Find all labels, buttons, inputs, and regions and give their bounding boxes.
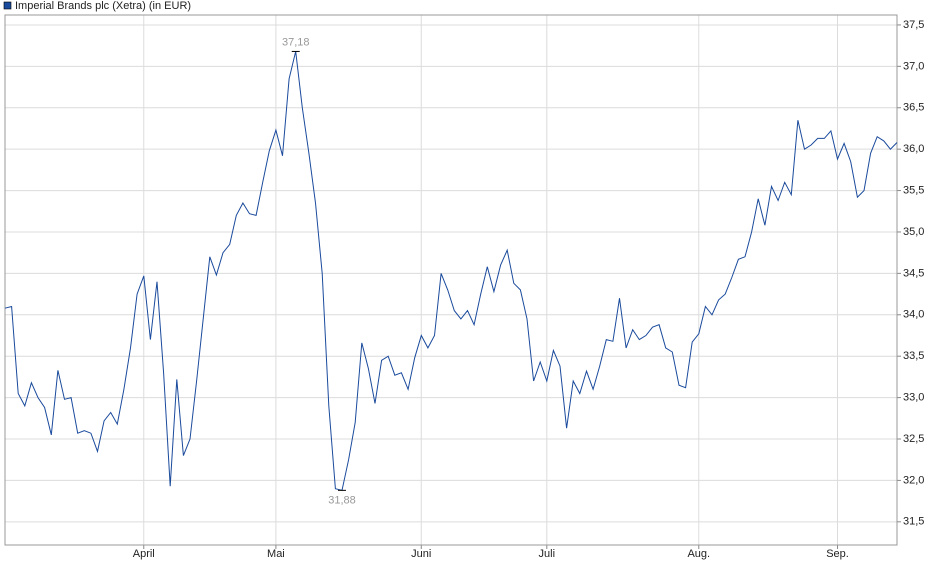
y-tick-label: 32,5 <box>903 433 924 445</box>
y-tick-label: 35,5 <box>903 184 924 196</box>
legend-label: Imperial Brands plc (Xetra) (in EUR) <box>15 0 191 12</box>
extreme-label: 37,18 <box>282 36 310 48</box>
y-tick-label: 32,0 <box>903 474 924 486</box>
y-tick-label: 34,5 <box>903 267 924 279</box>
legend-swatch <box>3 1 12 10</box>
extreme-label: 31,88 <box>328 494 356 506</box>
price-line <box>4 51 898 491</box>
y-tick-label: 37,5 <box>903 19 924 31</box>
plot-frame <box>4 14 898 546</box>
y-tick-label: 33,0 <box>903 392 924 404</box>
x-tick-label: Juli <box>539 548 556 560</box>
x-tick-label: Mai <box>267 548 285 560</box>
x-tick-label: April <box>133 548 155 560</box>
x-tick-label: Sep. <box>826 548 849 560</box>
y-tick-label: 36,5 <box>903 102 924 114</box>
y-tick-label: 36,0 <box>903 143 924 155</box>
y-tick-label: 33,5 <box>903 350 924 362</box>
x-tick-label: Juni <box>411 548 431 560</box>
y-tick-label: 37,0 <box>903 60 924 72</box>
y-tick-label: 35,0 <box>903 226 924 238</box>
y-tick-label: 34,0 <box>903 309 924 321</box>
y-tick-label: 31,5 <box>903 516 924 528</box>
x-tick-label: Aug. <box>687 548 710 560</box>
